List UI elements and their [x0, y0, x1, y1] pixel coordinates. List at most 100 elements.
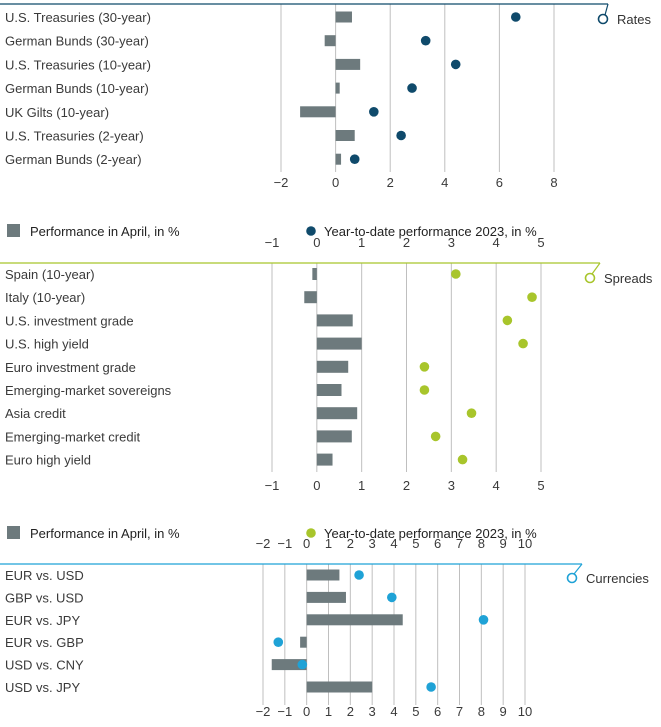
tick-label-top: 9 [500, 536, 507, 551]
dot-eur-vs-gbp [273, 637, 284, 647]
section-label: Rates [617, 12, 651, 27]
category-label: U.S. Treasuries (10-year) [5, 57, 151, 72]
category-label: Italy (10-year) [5, 290, 85, 305]
category-label: Euro high yield [5, 453, 91, 468]
tick-label-top: 0 [303, 536, 310, 551]
section-label: Spreads [604, 271, 653, 286]
legend-bar-swatch [7, 224, 20, 237]
section-hook [604, 3, 609, 16]
dot-eur-vs-jpy [478, 615, 489, 625]
bar-usd-vs-jpy [306, 681, 373, 693]
legend-bar-label: Performance in April, in % [30, 526, 180, 541]
legend-dot-swatch [306, 226, 316, 236]
category-label: Emerging-market sovereigns [5, 383, 172, 398]
tick-label: −1 [277, 704, 292, 719]
bar-eur-vs-gbp [300, 636, 307, 648]
tick-label: 1 [325, 704, 332, 719]
bar-italy-10-year [304, 291, 317, 304]
bar-u-s-treasuries-10-year [335, 58, 361, 70]
category-label: USD vs. CNY [5, 658, 84, 673]
dot-german-bunds-10-year [407, 83, 417, 93]
category-label: EUR vs. JPY [5, 613, 80, 628]
tick-label: 8 [478, 704, 485, 719]
category-label: EUR vs. USD [5, 568, 84, 583]
tick-label: 4 [441, 175, 448, 190]
category-label: UK Gilts (10-year) [5, 105, 109, 120]
tick-label: 5 [537, 478, 544, 493]
section-marker-icon [597, 13, 609, 25]
legend-dot-label: Year-to-date performance 2023, in % [324, 526, 537, 541]
category-label: U.S. investment grade [5, 313, 134, 328]
tick-label: 6 [434, 704, 441, 719]
bar-u-s-high-yield [316, 337, 362, 350]
tick-label: 0 [332, 175, 339, 190]
tick-label: 4 [493, 478, 500, 493]
dot-asia-credit [466, 408, 477, 419]
rates-panel: Rates −2 0 2 4 6 8 U.S. Treasuries (30-year) Ger… [0, 3, 651, 239]
bar-euro-investment-grade [316, 360, 349, 373]
category-label: German Bunds (2-year) [5, 152, 142, 167]
dot-u-s-treasuries-10-year [450, 59, 461, 70]
category-label: German Bunds (10-year) [5, 81, 149, 96]
currencies-panel: Currencies−2 −1 0 1 2 3 4 5 6 7 8 9 10−2 −1 0 1 2 3 4 5 6 7 8 9… [0, 536, 649, 719]
dot-gbp-vs-usd [387, 592, 397, 603]
dot-emerging-market-sovereigns [419, 385, 430, 395]
dot-german-bunds-2-year [349, 154, 360, 164]
tick-label-top: 7 [456, 536, 463, 551]
category-label: USD vs. JPY [5, 680, 80, 695]
bar-u-s-treasuries-30-year [335, 11, 352, 23]
tick-label-top: 5 [537, 235, 544, 250]
dot-usd-vs-cny [297, 659, 308, 670]
tick-label-top: −1 [265, 235, 280, 250]
tick-label-top: 1 [325, 536, 332, 551]
legend-dot-label: Year-to-date performance 2023, in % [324, 224, 537, 239]
bar-uk-gilts-10-year [300, 106, 336, 118]
dot-spain-10-year [451, 269, 461, 279]
tick-label: −1 [265, 478, 280, 493]
tick-label: 2 [347, 704, 354, 719]
dot-u-s-treasuries-2-year [396, 130, 406, 141]
category-label: Spain (10-year) [5, 267, 95, 282]
tick-label-top: −1 [277, 536, 292, 551]
tick-label: 0 [303, 704, 310, 719]
dot-german-bunds-30-year [420, 35, 431, 46]
tick-label-top: 0 [313, 235, 320, 250]
bar-u-s-treasuries-2-year [335, 130, 355, 141]
tick-label-top: 2 [403, 235, 410, 250]
tick-label: 2 [403, 478, 410, 493]
category-label: U.S. Treasuries (2-year) [5, 129, 144, 144]
category-label: U.S. high yield [5, 337, 89, 352]
tick-label: 8 [550, 175, 557, 190]
tick-label-top: 4 [390, 536, 397, 551]
bar-eur-vs-usd [306, 569, 340, 581]
dot-euro-high-yield [457, 454, 468, 465]
bar-spain-10-year [312, 268, 317, 280]
dot-italy-10-year [527, 292, 537, 303]
dot-eur-vs-usd [354, 570, 364, 580]
section-marker-icon [584, 272, 596, 284]
category-label: GBP vs. USD [5, 590, 84, 605]
legend-bar-label: Performance in April, in % [30, 224, 180, 239]
bar-emerging-market-sovereigns [316, 384, 342, 396]
tick-label-top: 3 [448, 235, 455, 250]
tick-label: 3 [448, 478, 455, 493]
bar-emerging-market-credit [316, 430, 352, 443]
category-label: U.S. Treasuries (30-year) [5, 10, 151, 25]
tick-label: 7 [456, 704, 463, 719]
category-label: EUR vs. GBP [5, 635, 84, 650]
bar-german-bunds-30-year [324, 35, 336, 47]
section-marker-icon [566, 572, 578, 584]
dot-u-s-investment-grade [502, 315, 513, 326]
legend-dot-swatch [306, 528, 316, 538]
dot-euro-investment-grade [419, 362, 430, 372]
tick-label: −2 [256, 704, 271, 719]
tick-label: 4 [390, 704, 397, 719]
category-label: German Bunds (30-year) [5, 34, 149, 49]
bar-usd-vs-cny [271, 659, 307, 671]
dot-u-s-high-yield [518, 338, 528, 349]
dot-uk-gilts-10-year [369, 107, 379, 117]
legend-bar-swatch [7, 526, 20, 539]
tick-label-top: 5 [412, 536, 419, 551]
bar-german-bunds-10-year [335, 82, 340, 94]
